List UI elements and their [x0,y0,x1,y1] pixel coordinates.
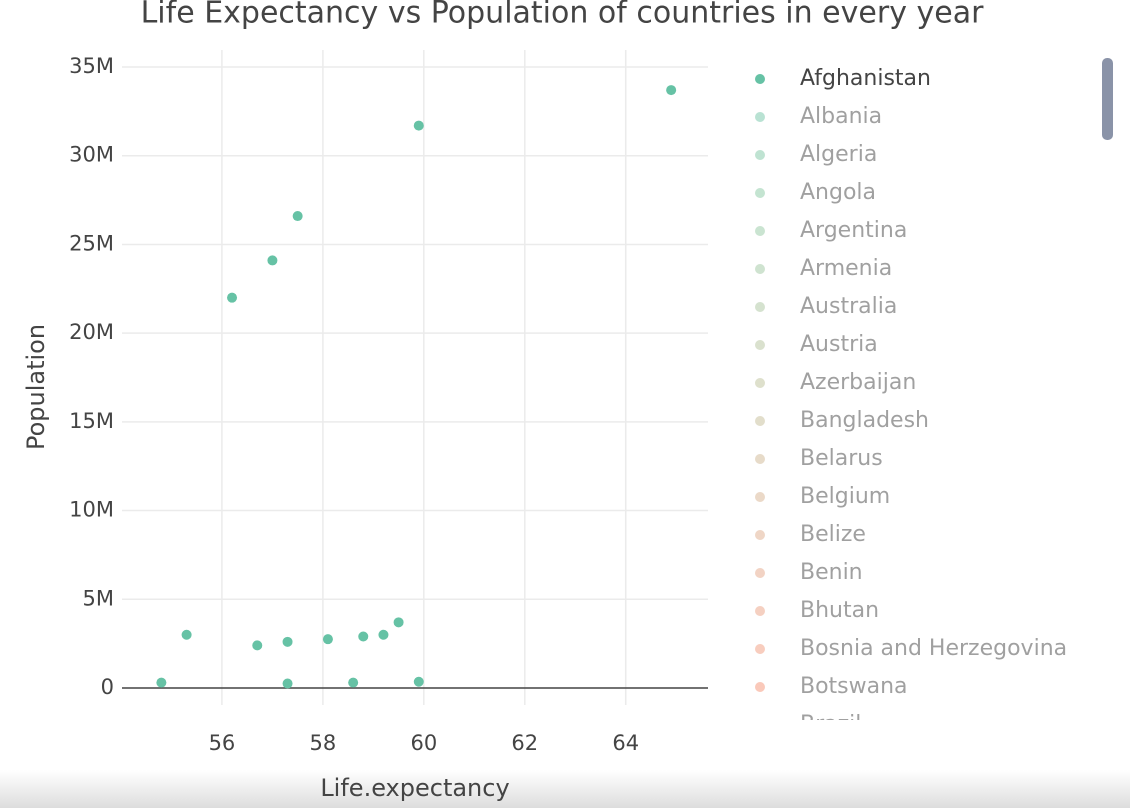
point[interactable] [282,636,293,647]
point[interactable] [252,640,263,651]
y-axis-title: Population [22,324,50,450]
point[interactable] [181,629,192,640]
x-tick-label: 60 [410,731,437,755]
y-tick-label: 5M [83,586,114,610]
legend-label[interactable]: Bangladesh [800,408,929,433]
legend-label[interactable]: Algeria [800,142,877,167]
point[interactable] [322,634,333,645]
legend-marker[interactable] [755,188,765,198]
point[interactable] [358,631,369,642]
x-tick-label: 56 [209,731,236,755]
legend-label[interactable]: Argentina [800,218,907,243]
x-tick-label: 62 [511,731,538,755]
legend-marker[interactable] [755,454,765,464]
legend-marker[interactable] [755,112,765,122]
point[interactable] [267,255,278,266]
legend-marker[interactable] [755,530,765,540]
legend-label[interactable]: Belize [800,522,866,547]
legend-label[interactable]: Afghanistan [800,66,931,91]
x-tick-label: 58 [310,731,337,755]
legend-marker[interactable] [755,264,765,274]
scrollbar[interactable] [1102,58,1113,140]
legend: Afghanistan Albania Algeria Angola Argentina… [755,66,1067,737]
legend-marker[interactable] [755,340,765,350]
legend-marker[interactable] [755,226,765,236]
legend-marker[interactable] [755,302,765,312]
point[interactable] [227,292,238,303]
legend-marker[interactable] [755,416,765,426]
point[interactable] [156,677,167,688]
legend-label[interactable]: Azerbaijan [800,370,916,395]
legend-label[interactable]: Austria [800,332,878,357]
legend-label[interactable]: Belgium [800,484,890,509]
y-tick-label: 10M [69,498,114,522]
legend-marker[interactable] [755,682,765,692]
legend-marker[interactable] [755,568,765,578]
x-tick-label: 64 [612,731,639,755]
x-axis-title: Life.expectancy [320,774,509,802]
legend-label[interactable]: Benin [800,560,863,585]
y-tick-label: 35M [69,54,114,78]
y-tick-label: 25M [69,231,114,255]
legend-marker[interactable] [755,74,765,84]
legend-label[interactable]: Bosnia and Herzegovina [800,636,1067,661]
point[interactable] [378,629,389,640]
point[interactable] [393,617,404,628]
point[interactable] [413,676,424,687]
legend-label[interactable]: Angola [800,180,876,205]
legend-label[interactable]: Botswana [800,674,908,699]
legend-label[interactable]: Armenia [800,256,892,281]
point[interactable] [348,677,359,688]
legend-marker[interactable] [755,606,765,616]
point[interactable] [666,85,677,96]
legend-label[interactable]: Albania [800,104,882,129]
grid: 56 58 60 62 64 0 5M 10M 15M 20M 25M 30M 35M [69,50,708,755]
point[interactable] [292,211,303,222]
y-tick-label: 0 [101,675,114,699]
legend-label[interactable]: Australia [800,294,897,319]
y-tick-label: 15M [69,409,114,433]
y-tick-label: 20M [69,320,114,344]
points [156,85,677,689]
legend-marker[interactable] [755,378,765,388]
legend-label[interactable]: Brazil [800,712,861,737]
point[interactable] [282,678,293,689]
legend-marker[interactable] [755,644,765,654]
legend-marker[interactable] [755,150,765,160]
legend-label[interactable]: Bhutan [800,598,879,623]
legend-label[interactable]: Belarus [800,446,883,471]
point[interactable] [413,120,424,131]
chart-title: Life Expectancy vs Population of countri… [141,0,984,31]
y-tick-label: 30M [69,143,114,167]
window-footer [0,770,1130,808]
legend-marker[interactable] [755,492,765,502]
